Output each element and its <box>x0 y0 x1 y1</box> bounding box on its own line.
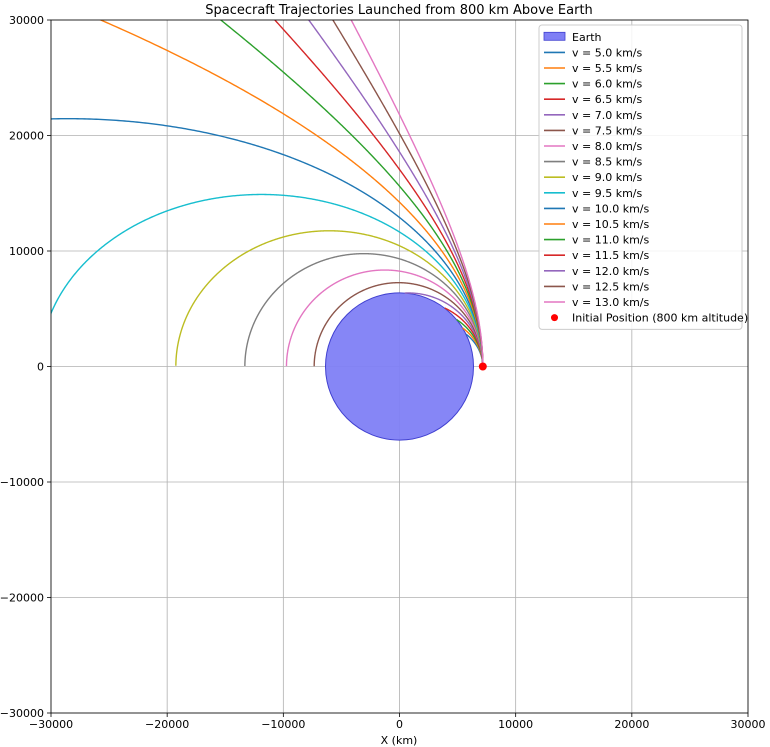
trajectory-line <box>285 269 484 367</box>
y-tick-label: 30000 <box>9 14 44 27</box>
marker-layer <box>478 362 487 371</box>
series-layer <box>51 20 484 367</box>
legend-label: v = 10.5 km/s <box>572 218 650 231</box>
x-tick-label: −30000 <box>29 718 73 731</box>
legend-earth-swatch <box>543 31 566 41</box>
earth-layer <box>324 292 475 441</box>
trajectory-line <box>350 20 484 367</box>
legend-earth-label: Earth <box>572 31 602 44</box>
legend-box <box>538 24 743 330</box>
legend-initial-position-label: Initial Position (800 km altitude) <box>572 312 748 325</box>
legend-label: v = 5.0 km/s <box>572 46 643 59</box>
legend-label: v = 11.0 km/s <box>572 234 650 247</box>
y-tick-label: 10000 <box>9 245 44 258</box>
y-tick-label: −20000 <box>0 592 44 605</box>
x-tick-label: −10000 <box>261 718 305 731</box>
legend-label: v = 8.0 km/s <box>572 140 643 153</box>
x-tick-label: 20000 <box>614 718 649 731</box>
legend-label: v = 10.0 km/s <box>572 202 650 215</box>
chart-title: Spacecraft Trajectories Launched from 80… <box>205 3 593 18</box>
y-tick-label: −10000 <box>0 476 44 489</box>
legend-initial-position-swatch <box>551 314 558 322</box>
y-tick-label: 0 <box>37 361 44 374</box>
trajectory-line <box>175 230 484 367</box>
y-axis-ticks: −30000 −20000 −10000 0 10000 20000 30000 <box>0 14 51 720</box>
x-tick-label: 30000 <box>731 718 766 731</box>
trajectory-line <box>244 252 484 367</box>
legend-label: v = 11.5 km/s <box>572 249 650 262</box>
y-tick-label: 20000 <box>9 130 44 143</box>
legend-label: v = 6.5 km/s <box>572 93 643 106</box>
x-tick-label: −20000 <box>145 718 189 731</box>
legend-label: v = 5.5 km/s <box>572 62 643 75</box>
x-axis-label: X (km) <box>381 734 418 747</box>
x-axis-ticks: −30000 −20000 −10000 0 10000 20000 30000 <box>29 713 766 731</box>
plot-area <box>51 20 487 441</box>
legend-label: v = 12.0 km/s <box>572 265 650 278</box>
x-tick-label: 0 <box>396 718 403 731</box>
legend-label: v = 9.0 km/s <box>572 171 643 184</box>
y-tick-label: −30000 <box>0 707 44 720</box>
initial-position-marker <box>478 362 487 371</box>
trajectory-line <box>51 193 484 367</box>
legend: Earth v = 5.0 km/s v = 5.5 km/s v = 6.0 km/… <box>538 24 748 330</box>
legend-label: v = 8.5 km/s <box>572 156 643 169</box>
trajectory-line <box>313 281 484 367</box>
legend-label: v = 9.5 km/s <box>572 187 643 200</box>
legend-label: v = 7.5 km/s <box>572 124 643 137</box>
legend-label: v = 13.0 km/s <box>572 296 650 309</box>
earth-disk <box>324 292 475 441</box>
legend-label: v = 12.5 km/s <box>572 280 650 293</box>
x-tick-label: 10000 <box>498 718 533 731</box>
legend-label: v = 6.0 km/s <box>572 78 643 91</box>
legend-label: v = 7.0 km/s <box>572 109 643 122</box>
